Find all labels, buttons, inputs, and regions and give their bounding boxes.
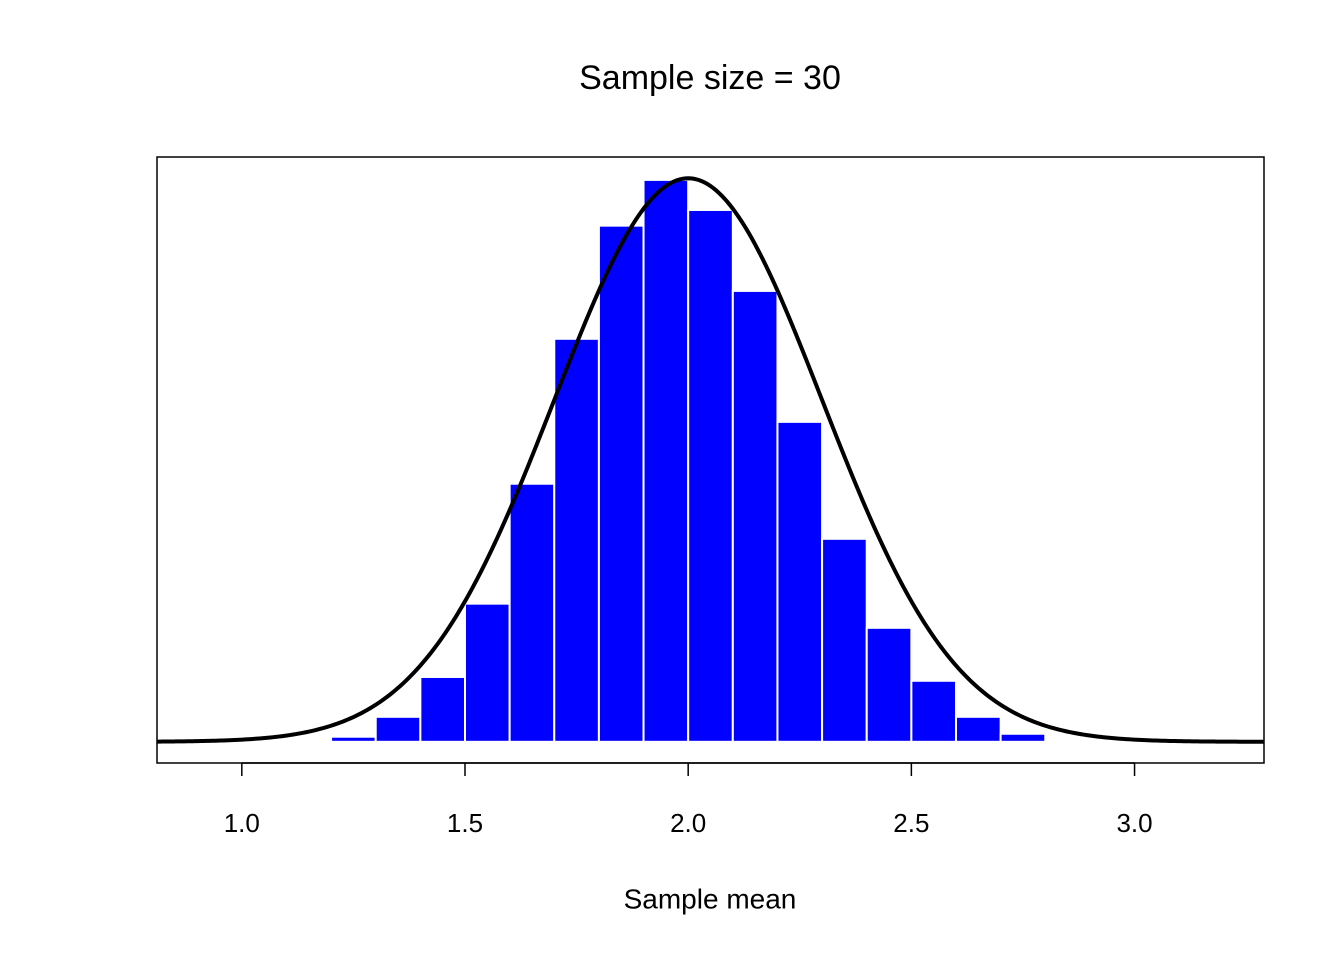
bar: [910, 679, 958, 743]
bar: [642, 178, 690, 743]
x-tick-label: 3.0: [1116, 808, 1152, 838]
bars: [330, 178, 1047, 743]
bar: [508, 482, 556, 743]
x-tick-label: 1.0: [224, 808, 260, 838]
bar: [731, 289, 779, 743]
bar: [419, 675, 466, 743]
x-axis-label: Sample mean: [624, 883, 797, 914]
bar: [330, 735, 377, 743]
bar: [687, 208, 734, 743]
x-tick-label: 2.0: [670, 808, 706, 838]
bar: [999, 732, 1047, 743]
x-axis: 1.0 1.5 2.0 2.5 3.0: [224, 762, 1153, 838]
bar: [776, 420, 824, 743]
bar: [597, 224, 645, 743]
bar: [374, 715, 422, 743]
x-tick-label: 1.5: [447, 808, 483, 838]
bar: [821, 537, 868, 743]
bar: [955, 715, 1002, 743]
bar: [865, 626, 913, 743]
bar: [553, 337, 600, 743]
bar: [463, 602, 511, 743]
density-curve: [157, 176, 1264, 744]
x-tick-label: 2.5: [893, 808, 929, 838]
chart-title: Sample size = 30: [579, 59, 841, 97]
curve-group: [157, 176, 1264, 744]
